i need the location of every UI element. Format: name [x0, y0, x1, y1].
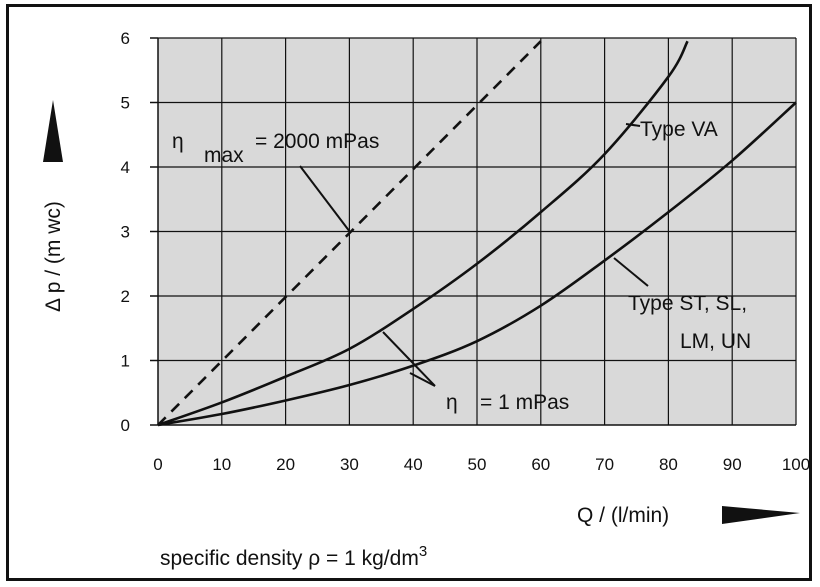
eta-max-leader [299, 165, 351, 233]
x-tick-label: 20 [276, 455, 295, 474]
y-axis-title: Δ p / (m wc) [42, 201, 65, 312]
x-tick-label: 100 [782, 455, 810, 474]
x-tick-label: 60 [531, 455, 550, 474]
eta1-leader-b [409, 372, 436, 387]
eta-1-symbol: η [446, 391, 458, 414]
y-tick-label: 5 [121, 94, 130, 113]
x-tick-label: 80 [659, 455, 678, 474]
x-axis-arrow-icon [722, 506, 800, 524]
y-tick-label: 3 [121, 223, 130, 242]
footnote: specific density ρ = 1 kg/dm3 [160, 543, 427, 570]
x-tick-label: 70 [595, 455, 614, 474]
label-type-st-line2: LM, UN [680, 330, 751, 353]
x-tick-label: 0 [153, 455, 162, 474]
x-tick-label: 10 [212, 455, 231, 474]
tick-labels: 0 10 20 30 40 50 60 70 80 90 100 0 1 2 3 4 5 6 [121, 29, 811, 474]
y-tick-label: 4 [121, 158, 130, 177]
label-type-va: Type VA [640, 118, 718, 141]
x-tick-label: 50 [468, 455, 487, 474]
y-tick-label: 6 [121, 29, 130, 48]
x-tick-label: 40 [404, 455, 423, 474]
y-axis-arrow-icon [43, 100, 63, 162]
label-type-st-line1: Type ST, SL, [628, 292, 747, 315]
footnote-superscript: 3 [419, 543, 427, 560]
x-tick-label: 90 [723, 455, 742, 474]
eta-max-value: = 2000 mPas [255, 130, 379, 153]
y-tick-label: 0 [121, 416, 130, 435]
annotation-leaders [299, 123, 649, 387]
series-line-3 [157, 40, 542, 426]
footnote-text: specific density ρ = 1 kg/dm [160, 547, 419, 570]
y-tick-label: 2 [121, 287, 130, 306]
va-label-leader [625, 123, 641, 127]
x-axis-title: Q / (l/min) [577, 504, 669, 527]
eta1-leader-a [382, 331, 436, 387]
x-tick-label: 30 [340, 455, 359, 474]
series-line-2 [157, 101, 797, 427]
y-tick-label: 1 [121, 352, 130, 371]
eta-1-value: = 1 mPas [480, 391, 569, 414]
y-axis-title-group: Δ p / (m wc) [42, 100, 65, 312]
eta-max-subscript: max [204, 144, 244, 167]
series-lines [157, 40, 797, 427]
eta-max-symbol: η [172, 130, 184, 153]
st-label-leader [613, 257, 649, 287]
series-line-1 [157, 40, 689, 427]
